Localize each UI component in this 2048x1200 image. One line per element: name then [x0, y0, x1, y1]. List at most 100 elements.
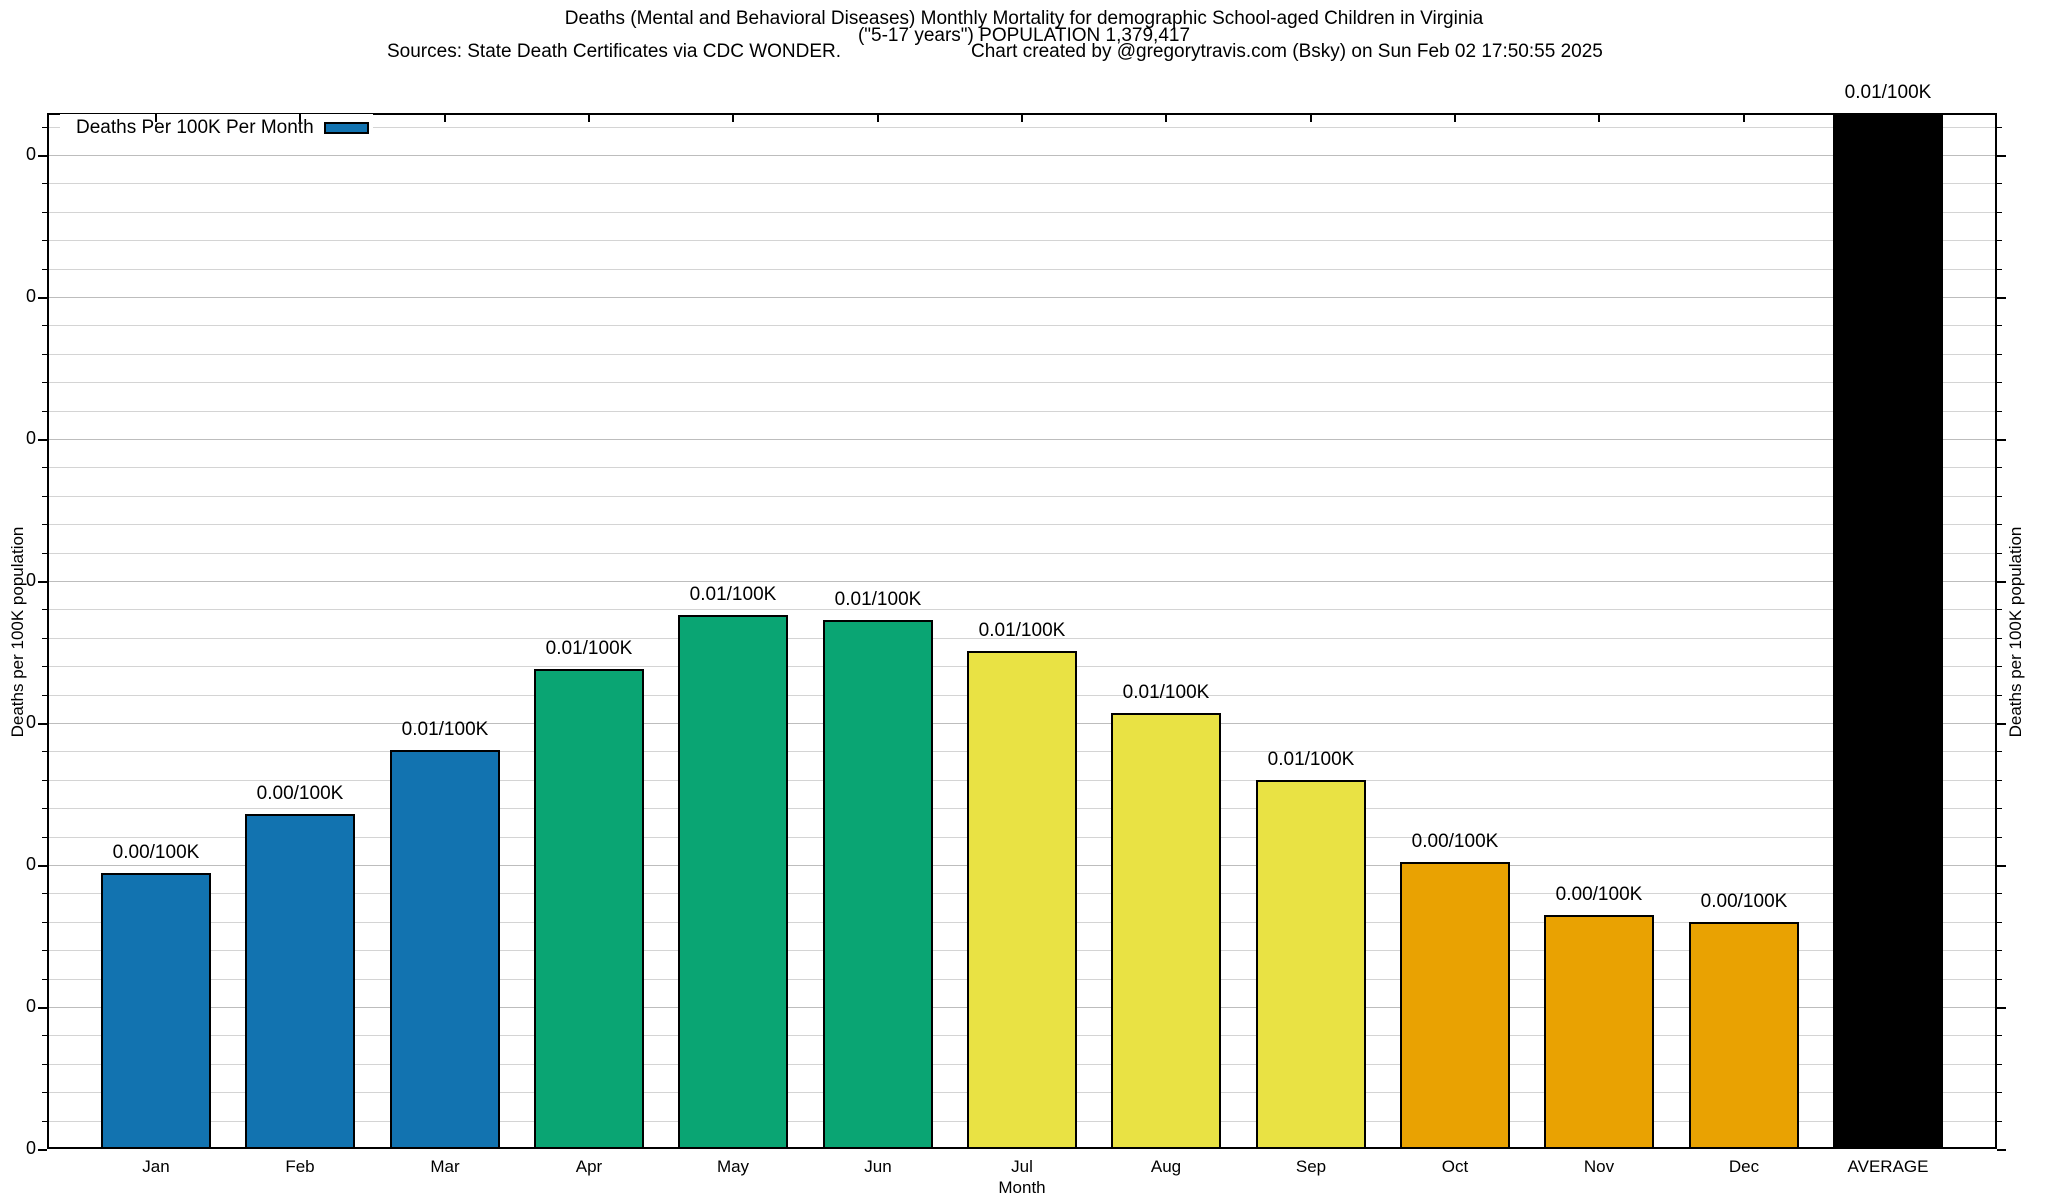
- bar-value-label-jul: 0.01/100K: [978, 620, 1066, 641]
- y-minor-tick-right: [1997, 183, 2002, 184]
- y-minor-tick-left: [42, 695, 47, 696]
- x-tick-label-jun: Jun: [864, 1157, 892, 1176]
- x-tick-label-oct: Oct: [1441, 1157, 1469, 1176]
- x-tick-top: [1021, 113, 1023, 122]
- y-tick-label: 0: [25, 712, 36, 732]
- y-minor-tick-right: [1997, 212, 2002, 213]
- y-major-tick-left: [38, 723, 47, 725]
- bar-value-label-apr: 0.01/100K: [545, 638, 633, 659]
- x-tick-label-dec: Dec: [1728, 1157, 1760, 1176]
- y-minor-tick-left: [42, 325, 47, 326]
- bar-may: [678, 615, 788, 1149]
- bar-value-label-average: 0.01/100K: [1844, 82, 1932, 103]
- bar-value-label-aug: 0.01/100K: [1122, 682, 1210, 703]
- minor-gridline: [49, 496, 1995, 497]
- y-minor-tick-left: [42, 127, 47, 128]
- y-tick-label: 0: [25, 428, 36, 448]
- x-tick-label-jan: Jan: [142, 1157, 170, 1176]
- y-minor-tick-right: [1997, 127, 2002, 128]
- y-major-tick-left: [38, 1149, 47, 1151]
- y-minor-tick-right: [1997, 979, 2002, 980]
- x-tick-label-feb: Feb: [285, 1157, 315, 1176]
- y-minor-tick-left: [42, 638, 47, 639]
- y-major-tick-left: [38, 581, 47, 583]
- y-minor-tick-left: [42, 1121, 47, 1122]
- bar-value-label-nov: 0.00/100K: [1555, 884, 1643, 905]
- y-minor-tick-right: [1997, 1035, 2002, 1036]
- x-tick-top: [444, 113, 446, 122]
- minor-gridline: [49, 609, 1995, 610]
- y-major-tick-right: [1997, 865, 2006, 867]
- legend-swatch: [323, 121, 369, 134]
- bar-value-label-feb: 0.00/100K: [256, 783, 344, 804]
- y-minor-tick-right: [1997, 638, 2002, 639]
- x-tick-label-nov: Nov: [1583, 1157, 1615, 1176]
- y-minor-tick-right: [1997, 666, 2002, 667]
- chart-title-line-2: ("5-17 years") POPULATION 1,379,417: [857, 25, 1191, 46]
- y-minor-tick-right: [1997, 240, 2002, 241]
- x-tick-label-aug: Aug: [1150, 1157, 1182, 1176]
- minor-gridline: [49, 212, 1995, 213]
- minor-gridline: [49, 411, 1995, 412]
- x-axis-label: Month: [998, 1178, 1046, 1197]
- minor-gridline: [49, 183, 1995, 184]
- y-minor-tick-right: [1997, 269, 2002, 270]
- bar-value-label-mar: 0.01/100K: [401, 719, 489, 740]
- y-minor-tick-left: [42, 1092, 47, 1093]
- y-minor-tick-left: [42, 467, 47, 468]
- bar-jul: [967, 651, 1077, 1149]
- bar-apr: [534, 669, 644, 1149]
- bar-oct: [1400, 862, 1510, 1149]
- y-minor-tick-right: [1997, 1092, 2002, 1093]
- y-minor-tick-left: [42, 496, 47, 497]
- y-minor-tick-right: [1997, 695, 2002, 696]
- minor-gridline: [49, 467, 1995, 468]
- y-major-tick-left: [38, 1007, 47, 1009]
- x-tick-top: [1310, 113, 1312, 122]
- bar-sep: [1256, 780, 1366, 1149]
- bar-aug: [1111, 713, 1221, 1149]
- y-major-tick-right: [1997, 439, 2006, 441]
- y-minor-tick-left: [42, 893, 47, 894]
- minor-gridline: [49, 240, 1995, 241]
- y-minor-tick-left: [42, 269, 47, 270]
- bar-value-label-may: 0.01/100K: [689, 584, 777, 605]
- y-minor-tick-left: [42, 751, 47, 752]
- y-minor-tick-left: [42, 808, 47, 809]
- y-minor-tick-left: [42, 666, 47, 667]
- y-minor-tick-right: [1997, 524, 2002, 525]
- y-minor-tick-left: [42, 382, 47, 383]
- x-tick-top: [1598, 113, 1600, 122]
- chart-sources-note: Sources: State Death Certificates via CD…: [387, 41, 842, 62]
- major-gridline: [49, 581, 1995, 582]
- minor-gridline: [49, 382, 1995, 383]
- minor-gridline: [49, 269, 1995, 270]
- x-tick-label-sep: Sep: [1295, 1157, 1327, 1176]
- bar-value-label-jan: 0.00/100K: [112, 842, 200, 863]
- y-minor-tick-right: [1997, 382, 2002, 383]
- y-minor-tick-left: [42, 979, 47, 980]
- y-minor-tick-left: [42, 183, 47, 184]
- y-major-tick-right: [1997, 155, 2006, 157]
- bar-jun: [823, 620, 933, 1149]
- y-minor-tick-right: [1997, 411, 2002, 412]
- minor-gridline: [49, 325, 1995, 326]
- bar-mar: [390, 750, 500, 1149]
- y-minor-tick-right: [1997, 950, 2002, 951]
- x-tick-label-average: AVERAGE: [1847, 1157, 1929, 1176]
- y-minor-tick-right: [1997, 553, 2002, 554]
- y-minor-tick-left: [42, 1035, 47, 1036]
- x-tick-label-jul: Jul: [1011, 1157, 1033, 1176]
- y-minor-tick-left: [42, 212, 47, 213]
- minor-gridline: [49, 638, 1995, 639]
- legend-label: Deaths Per 100K Per Month: [76, 116, 314, 138]
- chart-credit-note: Chart created by @gregorytravis.com (Bsk…: [971, 41, 1603, 62]
- y-tick-label: 0: [25, 996, 36, 1016]
- y-tick-label: 0: [25, 854, 36, 874]
- major-gridline: [49, 155, 1995, 156]
- minor-gridline: [49, 354, 1995, 355]
- y-minor-tick-right: [1997, 1064, 2002, 1065]
- bar-dec: [1689, 922, 1799, 1149]
- y-axis-label-right: Deaths per 100K population: [2006, 526, 2025, 738]
